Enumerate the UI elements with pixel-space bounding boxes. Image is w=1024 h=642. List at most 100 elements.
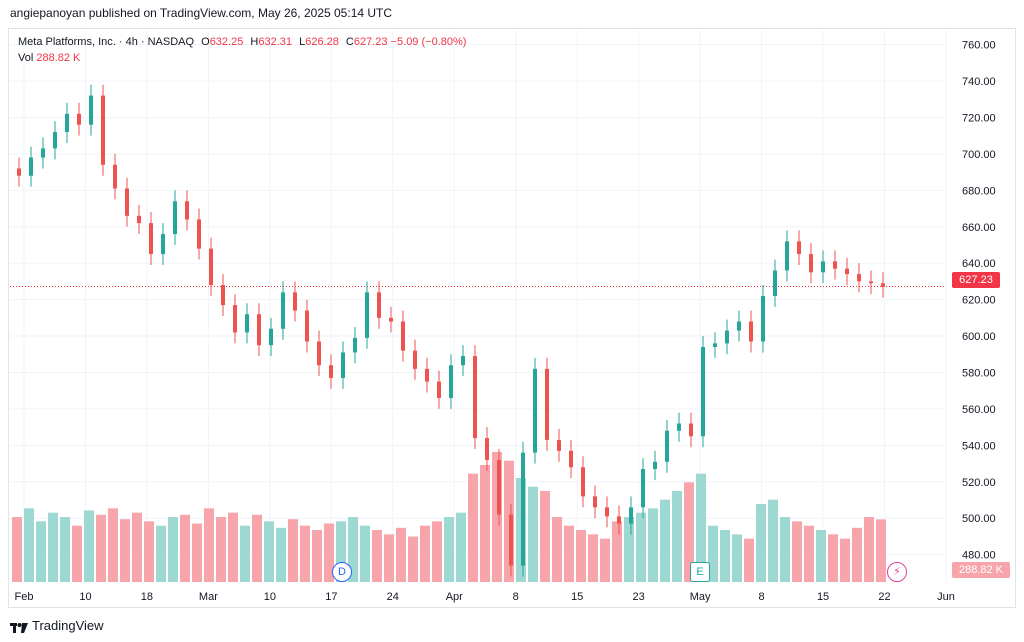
chart-legend: Meta Platforms, Inc. · 4h · NASDAQ O 632.…	[18, 34, 466, 66]
candle-body	[185, 201, 189, 220]
candle-body	[857, 274, 861, 282]
volume-bar	[576, 530, 586, 582]
volume-bar	[684, 482, 694, 582]
volume-bar	[756, 504, 766, 582]
candle-body	[593, 496, 597, 508]
volume-bar	[228, 512, 238, 582]
candle-body	[401, 321, 405, 351]
y-tick-label: 580.00	[962, 367, 996, 379]
volume-bar	[672, 491, 682, 582]
candle-body	[773, 270, 777, 296]
volume-bar	[432, 521, 442, 582]
volume-bar	[456, 512, 466, 582]
volume-bar	[180, 514, 190, 582]
candle-body	[617, 516, 621, 524]
x-tick-label: Apr	[446, 591, 463, 603]
volume-bar	[624, 517, 634, 582]
volume-bar	[132, 512, 142, 582]
x-tick-label: 8	[759, 591, 765, 603]
volume-bar	[444, 517, 454, 582]
legend-open-label: O	[201, 36, 210, 48]
volume-bar	[420, 525, 430, 582]
volume-bar	[252, 514, 262, 582]
candle-body	[725, 330, 729, 344]
x-tick-label: 18	[141, 591, 153, 603]
volume-bar	[588, 534, 598, 582]
publisher-line: angiepanoyan published on TradingView.co…	[10, 6, 393, 20]
legend-high: 632.31	[258, 36, 293, 48]
y-tick-label: 740.00	[962, 76, 996, 88]
candle-body	[329, 365, 333, 378]
candle-body	[53, 132, 57, 149]
y-tick-label: 720.00	[962, 112, 996, 124]
candle-body	[113, 164, 117, 189]
candle-body	[641, 469, 645, 508]
candle-body	[653, 461, 657, 470]
volume-bar	[348, 517, 358, 582]
candle-body	[845, 268, 849, 275]
candle-body	[821, 261, 825, 273]
candle-body	[581, 467, 585, 497]
volume-bar	[816, 530, 826, 582]
volume-bar	[636, 512, 646, 582]
tradingview-logo-icon	[10, 621, 28, 633]
candle-body	[785, 241, 789, 271]
legend-title: Meta Platforms, Inc. · 4h · NASDAQ	[18, 36, 195, 48]
candle-body	[341, 352, 345, 378]
candle-body	[281, 292, 285, 329]
candle-body	[545, 368, 549, 440]
candle-body	[365, 292, 369, 338]
candle-body	[677, 423, 681, 431]
x-tick-label: Jun	[937, 591, 955, 603]
candle-body	[89, 95, 93, 125]
candle-body	[461, 356, 465, 366]
flash-marker[interactable]: ⚡	[887, 562, 907, 582]
candle-body	[221, 285, 225, 306]
legend-low: 626.28	[305, 36, 339, 48]
candle-body	[629, 507, 633, 524]
candle-body	[149, 223, 153, 255]
x-tick-label: 17	[325, 591, 337, 603]
chart-frame	[8, 28, 1016, 608]
volume-bar	[780, 517, 790, 582]
candle-body	[209, 248, 213, 286]
volume-bar	[864, 517, 874, 582]
y-tick-label: 620.00	[962, 295, 996, 307]
volume-bar	[540, 491, 550, 582]
candle-body	[833, 261, 837, 269]
volume-bar	[36, 521, 46, 582]
y-tick-label: 600.00	[962, 331, 996, 343]
volume-bar	[768, 499, 778, 582]
candle-body	[317, 341, 321, 366]
y-tick-label: 560.00	[962, 404, 996, 416]
volume-bar	[12, 517, 22, 582]
candle-body	[605, 507, 609, 517]
legend-high-label: H	[250, 36, 259, 48]
tradingview-brand[interactable]: TradingView	[10, 618, 104, 633]
candle-body	[65, 113, 69, 133]
x-tick-label: 15	[817, 591, 829, 603]
volume-bar	[552, 517, 562, 582]
volume-bar	[384, 534, 394, 582]
volume-bar	[264, 521, 274, 582]
earnings-marker[interactable]: E	[690, 562, 710, 582]
volume-bar	[840, 538, 850, 582]
volume-bar	[312, 530, 322, 582]
candle-body	[749, 321, 753, 342]
dividend-marker[interactable]: D	[332, 562, 352, 582]
volume-bar	[72, 525, 82, 582]
volume-bar	[288, 519, 298, 582]
candle-body	[809, 254, 813, 273]
candle-body	[449, 365, 453, 398]
candle-body	[389, 317, 393, 322]
candle-body	[473, 356, 477, 439]
volume-bar	[240, 525, 250, 582]
y-tick-label: 640.00	[962, 258, 996, 270]
volume-bar	[528, 486, 538, 582]
volume-bar	[156, 525, 166, 582]
candle-body	[557, 439, 561, 451]
volume-bar	[600, 538, 610, 582]
candle-body	[881, 283, 885, 287]
volume-bar	[360, 525, 370, 582]
